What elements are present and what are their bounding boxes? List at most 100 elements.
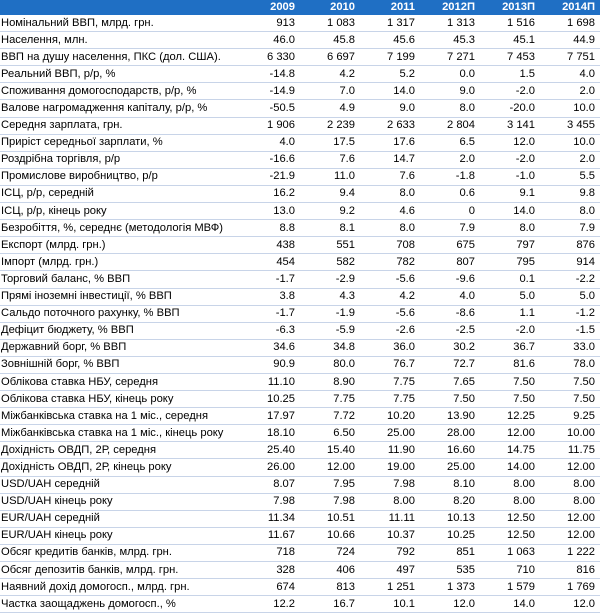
indicator-value: 2.0 [540, 82, 600, 101]
indicator-label: USD/UAH середній [0, 476, 240, 494]
indicator-value: 710 [480, 561, 540, 580]
indicator-value: 45.6 [360, 31, 420, 50]
indicator-value: 7.75 [360, 373, 420, 392]
indicator-value: 12.0 [420, 595, 480, 613]
indicator-value: 4.3 [300, 288, 360, 306]
indicator-value: 25.40 [240, 441, 300, 460]
indicator-value: -16.6 [240, 151, 300, 169]
indicator-value: -20.0 [480, 99, 540, 118]
indicator-value: 10.20 [360, 407, 420, 426]
indicator-value: 9.2 [300, 202, 360, 221]
indicator-label: Частка заощаджень домогосп., % [0, 595, 240, 613]
indicator-label: Міжбанківська ставка на 1 міс., середня [0, 407, 240, 426]
indicator-value: 12.2 [240, 595, 300, 613]
indicator-value: 2.0 [420, 151, 480, 169]
indicator-value: 18.10 [240, 424, 300, 443]
table-row: Промислове виробництво, р/р -21.9 11.0 7.6-… [0, 168, 600, 186]
indicator-value: 16.7 [300, 595, 360, 613]
indicator-value: 9.0 [360, 99, 420, 118]
indicator-value: 44.9 [540, 31, 600, 50]
indicator-label: Прямі іноземні інвестиції, % ВВП [0, 288, 240, 306]
indicator-value: 7.98 [300, 493, 360, 511]
indicator-value: -50.5 [240, 99, 300, 118]
indicator-label: ВВП на душу населення, ПКС (дол. США). [0, 48, 240, 67]
indicator-label: Імпорт (млрд. грн.) [0, 253, 240, 272]
indicator-value: 25.00 [420, 458, 480, 477]
indicator-value: 12.50 [480, 510, 540, 528]
indicator-value: 718 [240, 544, 300, 563]
indicator-value: -5.6 [360, 305, 420, 323]
indicator-value: 7.6 [300, 151, 360, 169]
indicator-value: 6 330 [240, 48, 300, 67]
indicator-label: Реальний ВВП, р/р, % [0, 65, 240, 84]
indicator-value: -9.6 [420, 270, 480, 289]
indicator-value: 36.0 [360, 339, 420, 357]
indicator-value: 582 [300, 253, 360, 272]
indicator-value: 5.0 [480, 288, 540, 306]
indicator-value: 10.0 [540, 99, 600, 118]
indicator-value: 90.9 [240, 356, 300, 374]
indicator-value: -2.5 [420, 322, 480, 340]
indicator-value: 14.0 [480, 202, 540, 221]
indicator-label: Наявний дохід домогосп., млрд. грн. [0, 578, 240, 597]
indicator-label: Облікова ставка НБУ, кінець року [0, 390, 240, 409]
table-row: Обсяг депозитів банків, млрд. грн. 328 406… [0, 561, 600, 580]
indicator-value: 12.00 [480, 424, 540, 443]
indicator-value: 2 804 [420, 117, 480, 135]
table-row: Безробіття, %, середнє (методологія МВФ)… [0, 219, 600, 238]
indicator-value: 5.0 [540, 288, 600, 306]
indicator-value: 1 579 [480, 578, 540, 597]
indicator-value: 8.0 [420, 99, 480, 118]
indicator-label: Облікова ставка НБУ, середня [0, 373, 240, 392]
indicator-value: -1.7 [240, 305, 300, 323]
table-row: ВВП на душу населення, ПКС (дол. США). 6 … [0, 48, 600, 67]
indicator-value: 16.2 [240, 185, 300, 204]
indicator-value: 7.72 [300, 407, 360, 426]
table-row: Міжбанківська ставка на 1 міс., кінець р… [0, 424, 600, 443]
indicator-value: 8.8 [240, 219, 300, 238]
indicator-value: 11.0 [300, 168, 360, 186]
indicator-value: 792 [360, 544, 420, 563]
year-header: 2010 [300, 0, 360, 15]
indicator-value: 6.50 [300, 424, 360, 443]
indicator-value: 9.8 [540, 185, 600, 204]
indicator-value: 10.51 [300, 510, 360, 528]
indicator-label: Середня зарплата, грн. [0, 117, 240, 135]
indicator-value: 8.0 [540, 202, 600, 221]
indicator-value: 4.2 [360, 288, 420, 306]
indicator-value: 14.7 [360, 151, 420, 169]
indicator-value: 10.66 [300, 527, 360, 545]
indicator-value: 11.75 [540, 441, 600, 460]
indicator-value: 13.90 [420, 407, 480, 426]
table-row: Реальний ВВП, р/р, % -14.8 4.2 5.2 0.0 1.5 4.0 [0, 65, 600, 84]
indicator-value: 8.20 [420, 493, 480, 511]
indicator-value: 33.0 [540, 339, 600, 357]
indicator-value: 1 083 [300, 15, 360, 33]
indicator-value: 4.0 [240, 134, 300, 152]
indicator-value: 1 516 [480, 15, 540, 33]
indicator-value: 3.8 [240, 288, 300, 306]
indicator-value: 14.75 [480, 441, 540, 460]
table-body: Номінальний ВВП, млрд. грн. 913 1 083 1 317… [0, 15, 600, 613]
indicator-value: -21.9 [240, 168, 300, 186]
indicator-value: 4.0 [540, 65, 600, 84]
indicator-value: -1.5 [540, 322, 600, 340]
indicator-value: 2 239 [300, 117, 360, 135]
indicator-value: 12.00 [540, 527, 600, 545]
indicator-value: 914 [540, 253, 600, 272]
indicator-label: EUR/UAH середній [0, 510, 240, 528]
indicator-value: 8.00 [480, 493, 540, 511]
indicator-value: 7.9 [540, 219, 600, 238]
indicator-label: ІСЦ, р/р, середній [0, 185, 240, 204]
indicator-value: 9.1 [480, 185, 540, 204]
table-row: Дохідність ОВДП, 2Р, кінець року 26.00 12.… [0, 458, 600, 477]
indicator-value: 2.0 [540, 151, 600, 169]
indicator-value: 1 222 [540, 544, 600, 563]
indicator-label: EUR/UAH кінець року [0, 527, 240, 545]
indicator-value: 6 697 [300, 48, 360, 67]
indicator-value: 11.90 [360, 441, 420, 460]
table-row: Державний борг, % ВВП 34.6 34.8 36.0 30.2 36.… [0, 339, 600, 357]
indicator-value: 3 455 [540, 117, 600, 135]
table-row: ІСЦ, р/р, кінець року 13.0 9.2 4.6 0 14.0 8.0 [0, 202, 600, 221]
indicator-value: 724 [300, 544, 360, 563]
